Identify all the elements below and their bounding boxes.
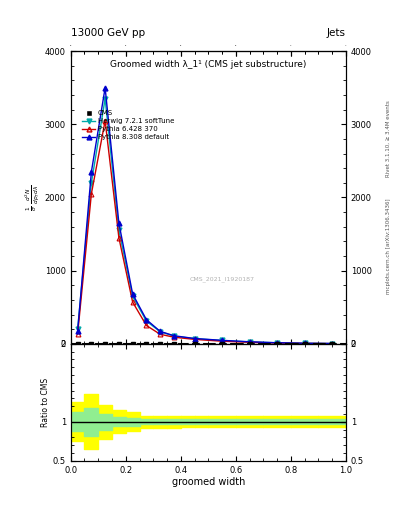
Pythia 8.308 default bbox=[247, 339, 252, 345]
Pythia 8.308 default bbox=[103, 84, 108, 91]
Line: Pythia 6.428 370: Pythia 6.428 370 bbox=[75, 118, 334, 346]
Line: Pythia 8.308 default: Pythia 8.308 default bbox=[75, 86, 334, 346]
Herwig 7.2.1 softTune bbox=[192, 335, 197, 342]
Pythia 8.308 default bbox=[89, 169, 94, 175]
Line: Herwig 7.2.1 softTune: Herwig 7.2.1 softTune bbox=[75, 96, 334, 346]
Pythia 6.428 370 bbox=[144, 323, 149, 329]
Text: Groomed width λ_1¹ (CMS jet substructure): Groomed width λ_1¹ (CMS jet substructure… bbox=[110, 60, 307, 69]
Pythia 6.428 370 bbox=[275, 340, 279, 346]
Pythia 8.308 default bbox=[144, 316, 149, 323]
Pythia 6.428 370 bbox=[220, 338, 224, 344]
Pythia 8.308 default bbox=[302, 340, 307, 346]
Pythia 6.428 370 bbox=[103, 118, 108, 124]
Herwig 7.2.1 softTune bbox=[75, 326, 80, 332]
Pythia 6.428 370 bbox=[247, 339, 252, 346]
Pythia 6.428 370 bbox=[171, 334, 176, 340]
Herwig 7.2.1 softTune bbox=[116, 227, 121, 233]
Pythia 8.308 default bbox=[330, 340, 334, 347]
Pythia 8.308 default bbox=[171, 333, 176, 339]
Text: CMS_2021_I1920187: CMS_2021_I1920187 bbox=[189, 276, 255, 282]
Text: Jets: Jets bbox=[327, 28, 346, 38]
Herwig 7.2.1 softTune bbox=[275, 340, 279, 346]
Herwig 7.2.1 softTune bbox=[171, 333, 176, 339]
Herwig 7.2.1 softTune bbox=[130, 293, 135, 300]
Herwig 7.2.1 softTune bbox=[89, 180, 94, 186]
Pythia 6.428 370 bbox=[192, 336, 197, 343]
Pythia 8.308 default bbox=[220, 337, 224, 344]
Pythia 8.308 default bbox=[275, 339, 279, 346]
Pythia 6.428 370 bbox=[302, 340, 307, 347]
Herwig 7.2.1 softTune bbox=[144, 318, 149, 324]
Pythia 6.428 370 bbox=[89, 191, 94, 197]
Pythia 6.428 370 bbox=[75, 331, 80, 337]
Herwig 7.2.1 softTune bbox=[220, 337, 224, 344]
Text: Rivet 3.1.10, ≥ 3.4M events: Rivet 3.1.10, ≥ 3.4M events bbox=[386, 100, 391, 177]
Herwig 7.2.1 softTune bbox=[158, 329, 163, 335]
Pythia 6.428 370 bbox=[158, 331, 163, 337]
Pythia 8.308 default bbox=[75, 328, 80, 334]
Herwig 7.2.1 softTune bbox=[302, 340, 307, 347]
Pythia 8.308 default bbox=[192, 335, 197, 342]
Herwig 7.2.1 softTune bbox=[330, 340, 334, 347]
Y-axis label: $\frac{1}{\sigma}$ $\frac{d^2N}{dp_T d\lambda}$: $\frac{1}{\sigma}$ $\frac{d^2N}{dp_T d\l… bbox=[24, 184, 42, 211]
Text: 13000 GeV pp: 13000 GeV pp bbox=[71, 28, 145, 38]
X-axis label: groomed width: groomed width bbox=[172, 477, 245, 487]
Pythia 6.428 370 bbox=[116, 234, 121, 241]
Pythia 8.308 default bbox=[116, 220, 121, 226]
Herwig 7.2.1 softTune bbox=[247, 339, 252, 345]
Pythia 8.308 default bbox=[158, 328, 163, 334]
Pythia 6.428 370 bbox=[330, 340, 334, 347]
Legend: CMS, Herwig 7.2.1 softTune, Pythia 6.428 370, Pythia 8.308 default: CMS, Herwig 7.2.1 softTune, Pythia 6.428… bbox=[80, 108, 177, 143]
Y-axis label: Ratio to CMS: Ratio to CMS bbox=[41, 378, 50, 427]
Pythia 8.308 default bbox=[130, 291, 135, 297]
Text: mcplots.cern.ch [arXiv:1306.3436]: mcplots.cern.ch [arXiv:1306.3436] bbox=[386, 198, 391, 293]
Pythia 6.428 370 bbox=[130, 299, 135, 305]
Herwig 7.2.1 softTune bbox=[103, 96, 108, 102]
